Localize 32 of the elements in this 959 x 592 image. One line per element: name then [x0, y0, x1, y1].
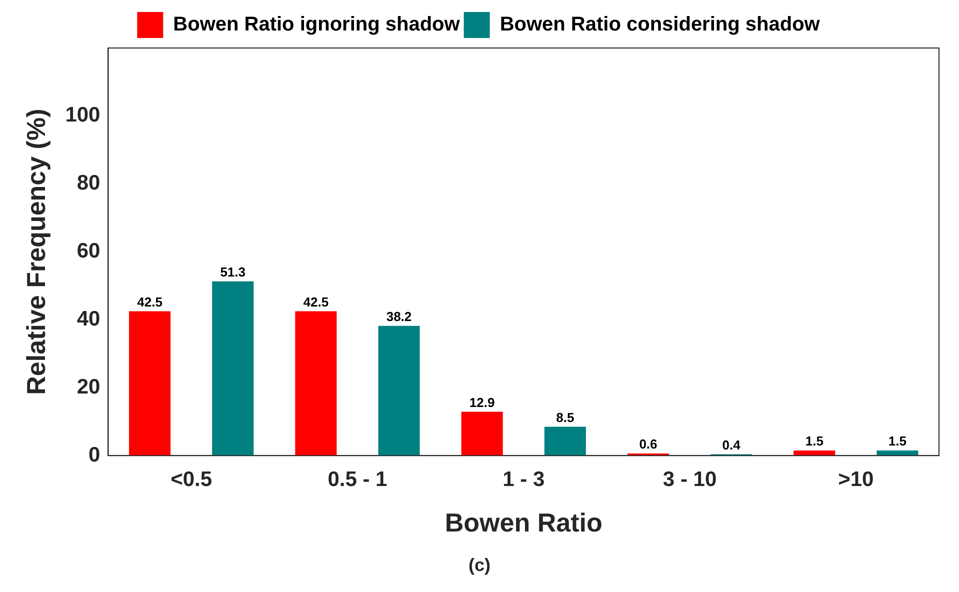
- data-label: 42.5: [303, 294, 329, 310]
- x-tick-label: <0.5: [170, 468, 212, 491]
- bar: [461, 412, 503, 456]
- data-label: 1.5: [805, 434, 824, 449]
- bar: [129, 311, 171, 456]
- data-label: 1.5: [888, 434, 906, 449]
- x-tick-label: 0.5 - 1: [328, 468, 388, 491]
- bar: [378, 326, 420, 456]
- data-label: 0.6: [639, 436, 658, 452]
- legend-label: Bowen Ratio considering shadow: [500, 14, 820, 36]
- bar: [295, 311, 337, 456]
- data-label: 42.5: [137, 294, 162, 310]
- data-label: 0.4: [722, 437, 742, 452]
- data-label: 8.5: [556, 410, 574, 425]
- x-tick-label: >10: [838, 468, 874, 491]
- legend-label: Bowen Ratio ignoring shadow: [173, 14, 460, 36]
- bar: [544, 426, 586, 456]
- y-tick-label: 20: [76, 375, 100, 398]
- y-tick-label: 0: [88, 443, 100, 466]
- text: (c): [468, 555, 492, 576]
- x-axis-title: Bowen Ratio: [444, 508, 602, 538]
- y-axis-title: Relative Frequency (%): [20, 108, 51, 395]
- data-label: 12.9: [469, 394, 495, 410]
- y-tick-label: 40: [76, 308, 100, 331]
- data-label: 38.2: [386, 308, 412, 324]
- y-tick-label: 80: [76, 172, 100, 195]
- y-tick-label: 60: [76, 240, 100, 263]
- y-tick-label: 100: [65, 104, 100, 127]
- data-label: 51.3: [220, 264, 246, 280]
- x-tick-label: 3 - 10: [662, 468, 717, 491]
- bar: [212, 281, 254, 456]
- x-tick-label: 1 - 3: [502, 468, 545, 491]
